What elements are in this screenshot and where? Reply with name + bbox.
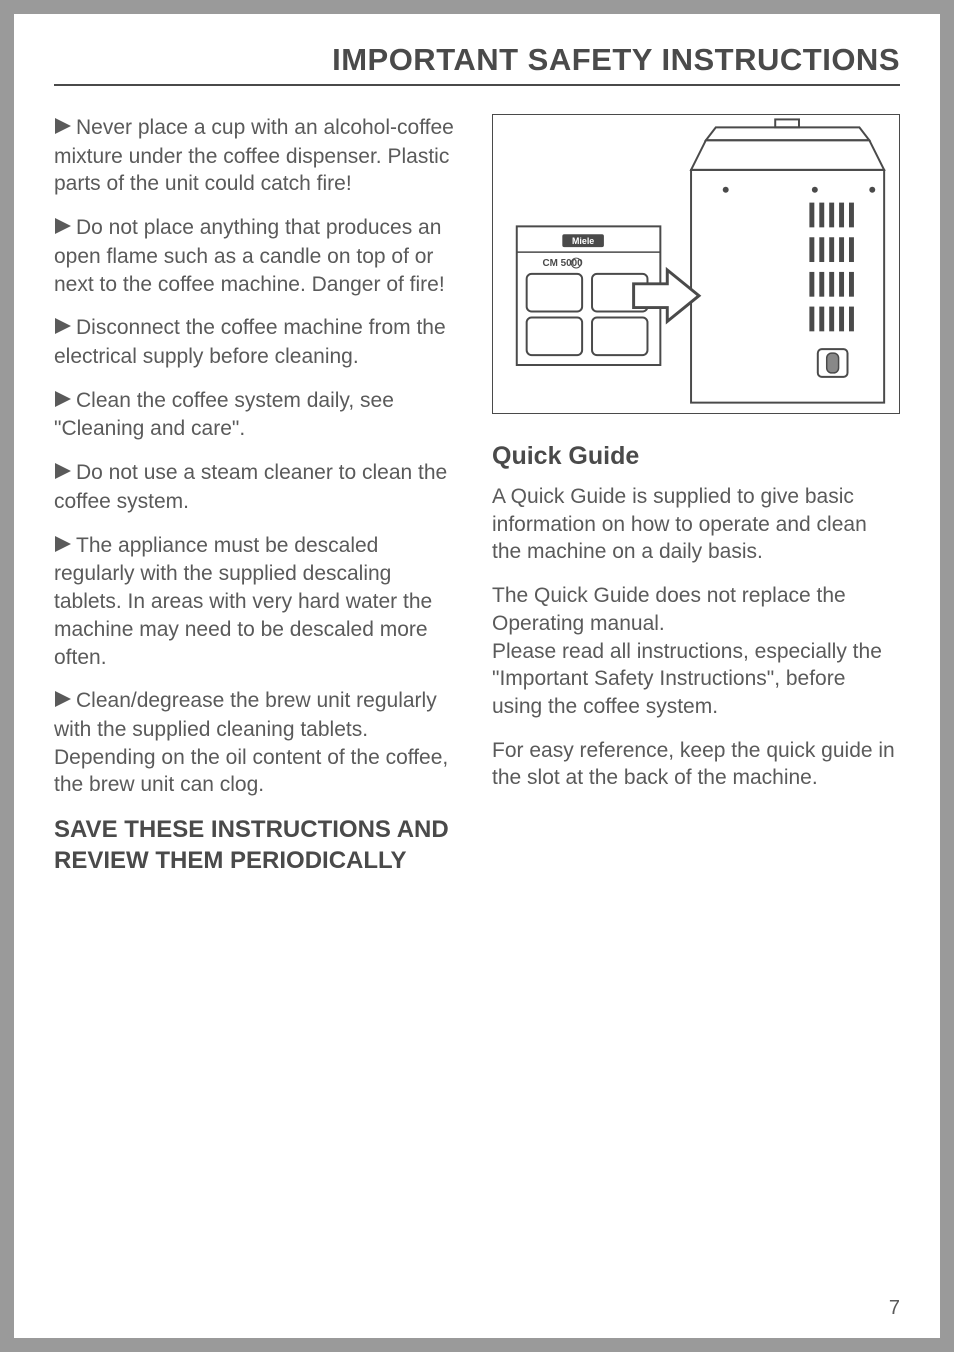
bullet-icon — [54, 460, 72, 488]
bullet-icon — [54, 315, 72, 343]
bullet-icon — [54, 688, 72, 716]
quick-guide-text: The Quick Guide does not replace the Ope… — [492, 582, 900, 721]
quick-guide-text: A Quick Guide is supplied to give basic … — [492, 483, 900, 566]
save-instructions-heading: SAVE THESE INSTRUCTIONS AND REVIEW THEM … — [54, 815, 462, 876]
machine-diagram: Miele CM 5000 — [492, 114, 900, 414]
quick-guide-text: For easy reference, keep the quick guide… — [492, 737, 900, 792]
safety-text: The appliance must be descaled regularly… — [54, 534, 432, 669]
bullet-icon — [54, 388, 72, 416]
safety-item: Disconnect the coffee machine from the e… — [54, 314, 462, 370]
safety-text: Clean/degrease the brew unit regularly w… — [54, 689, 448, 796]
safety-text: Do not place anything that produces an o… — [54, 216, 445, 295]
safety-text: Disconnect the coffee machine from the e… — [54, 316, 446, 368]
safety-item: Clean the coffee system daily, see "Clea… — [54, 387, 462, 443]
safety-text: Clean the coffee system daily, see "Clea… — [54, 389, 394, 441]
bullet-icon — [54, 115, 72, 143]
svg-text:Miele: Miele — [572, 236, 594, 246]
safety-item: Do not use a steam cleaner to clean the … — [54, 459, 462, 515]
qg-line: Please read all instructions, especially… — [492, 640, 882, 718]
bullet-icon — [54, 215, 72, 243]
svg-text:CM 5000: CM 5000 — [543, 258, 584, 269]
safety-text: Do not use a steam cleaner to clean the … — [54, 461, 447, 513]
qg-line: The Quick Guide does not replace the Ope… — [492, 584, 846, 635]
page: IMPORTANT SAFETY INSTRUCTIONS Never plac… — [14, 14, 940, 1338]
left-column: Never place a cup with an alcohol-coffee… — [54, 114, 462, 877]
safety-text: Never place a cup with an alcohol-coffee… — [54, 116, 454, 195]
page-title: IMPORTANT SAFETY INSTRUCTIONS — [54, 42, 900, 86]
bullet-icon — [54, 533, 72, 561]
page-number: 7 — [889, 1297, 900, 1320]
safety-item: Never place a cup with an alcohol-coffee… — [54, 114, 462, 198]
safety-item: Clean/degrease the brew unit regularly w… — [54, 687, 462, 799]
safety-item: Do not place anything that produces an o… — [54, 214, 462, 298]
right-column: Miele CM 5000 Quick Guide A Quick Guide … — [492, 114, 900, 877]
quick-guide-heading: Quick Guide — [492, 442, 900, 471]
safety-item: The appliance must be descaled regularly… — [54, 532, 462, 672]
content-columns: Never place a cup with an alcohol-coffee… — [54, 114, 900, 877]
